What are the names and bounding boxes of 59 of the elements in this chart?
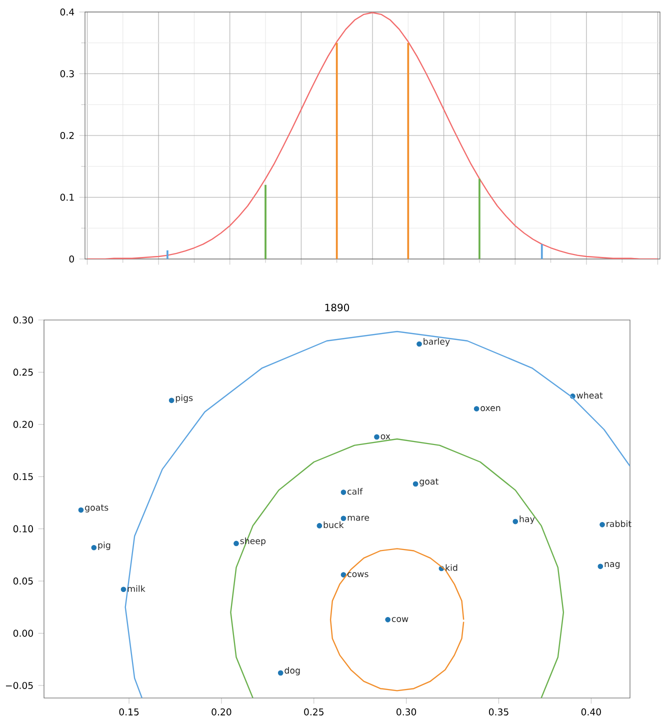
point <box>385 617 390 622</box>
point <box>512 518 518 524</box>
y-tick-label: 0.30 <box>13 316 33 324</box>
y-tick-label: 0.3 <box>60 70 74 78</box>
point <box>340 490 346 495</box>
line-series <box>330 548 464 692</box>
annotation: buck <box>324 521 344 528</box>
chart-title: 1890 <box>325 304 350 312</box>
point <box>412 481 418 487</box>
point <box>234 540 239 546</box>
point <box>374 434 380 440</box>
point <box>168 398 174 404</box>
point <box>340 572 346 578</box>
x-tick-label: 0.20 <box>212 708 232 716</box>
x-tick-label: 0.25 <box>304 708 324 716</box>
annotation: ox <box>380 434 390 440</box>
annotation: oxen <box>480 406 500 412</box>
annotation: cow <box>392 617 408 622</box>
point <box>340 516 346 522</box>
point <box>598 564 604 570</box>
point <box>416 341 422 347</box>
y-tick-label: −0.05 <box>6 682 33 689</box>
x-tick-label: 0.30 <box>396 708 416 716</box>
y-tick-label: 0.00 <box>13 630 33 637</box>
annotation: calf <box>348 488 363 495</box>
point <box>474 406 480 412</box>
annotation: goats <box>85 504 108 512</box>
annotation: dog <box>284 666 300 676</box>
annotation: rabbit <box>606 520 632 528</box>
y-tick-label: 0.05 <box>13 578 33 585</box>
annotation: kid <box>446 564 458 571</box>
point <box>78 507 84 513</box>
annotation: pigs <box>176 394 193 403</box>
point <box>316 523 322 528</box>
y-tick-label: 0 <box>69 255 74 263</box>
y-tick-label: 0.10 <box>13 525 33 532</box>
y-tick-label: 0.20 <box>13 420 33 428</box>
y-tick-label: 0.4 <box>60 8 74 16</box>
y-tick-label: 0.2 <box>60 132 74 140</box>
point <box>120 586 126 592</box>
line-series <box>230 438 564 698</box>
annotation: barley <box>424 338 450 346</box>
annotation: pig <box>98 542 110 550</box>
annotation: mare <box>348 516 370 521</box>
line-series <box>124 330 630 698</box>
x-tick-label: 0.40 <box>581 708 601 716</box>
y-tick-label: 0.25 <box>13 368 33 376</box>
x-tick-label: 0.15 <box>119 708 139 716</box>
point <box>600 522 605 528</box>
x-tick-label: 0.35 <box>488 708 508 716</box>
annotation: goat <box>420 478 438 486</box>
annotation: cows <box>348 572 368 578</box>
point <box>278 670 284 676</box>
annotation: wheat <box>576 392 603 399</box>
y-tick-label: 0.15 <box>13 473 33 480</box>
annotation: hay <box>520 516 535 524</box>
annotation: nag <box>604 562 620 569</box>
point <box>91 544 97 550</box>
y-tick-label: 0.1 <box>60 194 74 201</box>
